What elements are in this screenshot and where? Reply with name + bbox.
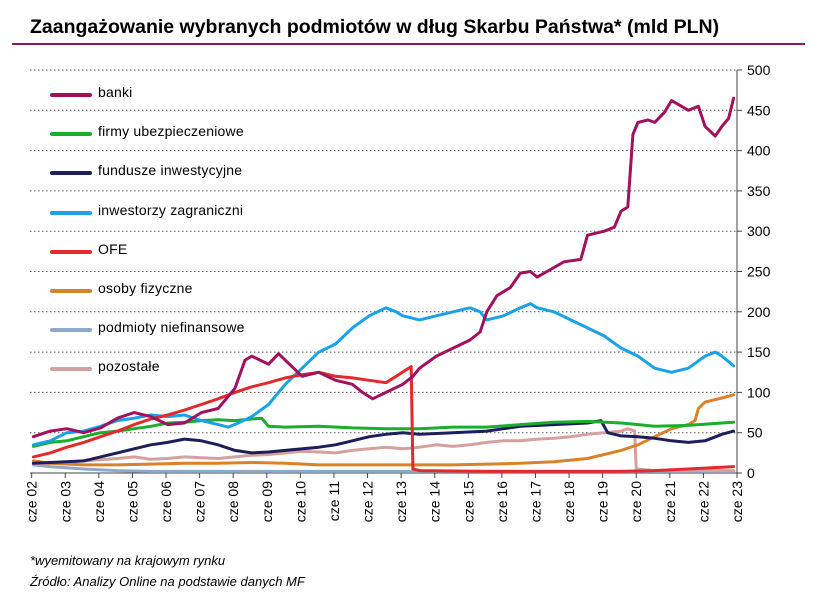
x-tick-label: cze 08 bbox=[225, 481, 241, 522]
x-tick-label: cze 18 bbox=[561, 481, 577, 522]
x-tick-label: cze 22 bbox=[695, 481, 711, 522]
legend-label: OFE bbox=[98, 240, 128, 257]
y-tick-label: 50 bbox=[747, 425, 763, 441]
legend-label: podmioty niefinansowe bbox=[98, 319, 245, 336]
source-note: Źródło: Analizy Online na podstawie dany… bbox=[30, 574, 305, 589]
legend-swatch bbox=[50, 132, 92, 137]
x-tick-label: cze 20 bbox=[628, 481, 644, 522]
legend-label: fundusze inwestycyjne bbox=[98, 162, 243, 179]
x-tick-label: cze 05 bbox=[124, 481, 140, 522]
y-tick-label: 300 bbox=[747, 223, 771, 239]
legend-label: inwestorzy zagraniczni bbox=[98, 201, 244, 218]
footnote: *wyemitowany na krajowym rynku bbox=[30, 553, 226, 568]
x-tick-label: cze 13 bbox=[393, 481, 409, 522]
x-tick-label: cze 07 bbox=[192, 481, 208, 522]
x-tick-label: cze 14 bbox=[427, 481, 443, 522]
x-tick-label: cze 11 bbox=[326, 481, 342, 521]
legend-label: osoby fizyczne bbox=[98, 280, 193, 296]
legend-swatch bbox=[50, 289, 92, 293]
series-line-fundusze-inwestycyjne bbox=[31, 419, 736, 465]
legend-label: firmy ubezpieczeniowe bbox=[98, 123, 244, 140]
y-tick-label: 500 bbox=[747, 62, 771, 78]
legend-swatch bbox=[50, 367, 92, 372]
y-tick-label: 100 bbox=[747, 384, 771, 400]
y-tick-label: 450 bbox=[747, 102, 771, 118]
x-tick-label: cze 09 bbox=[259, 481, 275, 522]
series-line-osoby-fizyczne bbox=[31, 393, 736, 467]
x-tick-label: cze 21 bbox=[662, 481, 678, 522]
y-tick-label: 150 bbox=[747, 344, 771, 360]
y-tick-label: 250 bbox=[747, 264, 771, 280]
x-tick-label: cze 16 bbox=[494, 481, 510, 522]
legend-label: pozostałe bbox=[98, 358, 160, 375]
legend-swatch bbox=[50, 210, 92, 215]
series-line-pozostałe bbox=[31, 427, 736, 473]
x-tick-label: cze 17 bbox=[527, 481, 543, 522]
legend-swatch bbox=[50, 93, 92, 97]
y-tick-label: 350 bbox=[747, 183, 771, 199]
x-tick-label: cze 04 bbox=[91, 481, 107, 522]
y-tick-label: 0 bbox=[747, 465, 755, 481]
series-line-banki bbox=[31, 96, 736, 439]
legend-swatch bbox=[50, 328, 92, 333]
x-tick-label: cze 10 bbox=[292, 481, 308, 522]
series-line-OFE bbox=[31, 365, 736, 473]
title-rule bbox=[12, 43, 805, 45]
x-tick-label: cze 02 bbox=[24, 481, 40, 522]
x-tick-label: cze 12 bbox=[360, 481, 376, 522]
legend-swatch bbox=[50, 171, 92, 176]
y-tick-label: 400 bbox=[747, 143, 771, 159]
x-tick-label: cze 23 bbox=[729, 481, 745, 522]
legend-swatch bbox=[50, 249, 92, 254]
legend-label: banki bbox=[98, 84, 133, 100]
chart-title: Zaangażowanie wybranych podmiotów w dług… bbox=[30, 16, 720, 38]
x-tick-label: cze 19 bbox=[595, 481, 611, 522]
y-tick-label: 200 bbox=[747, 304, 771, 320]
x-tick-label: cze 15 bbox=[460, 481, 476, 522]
x-tick-label: cze 03 bbox=[57, 481, 73, 522]
x-tick-label: cze 06 bbox=[158, 481, 174, 522]
